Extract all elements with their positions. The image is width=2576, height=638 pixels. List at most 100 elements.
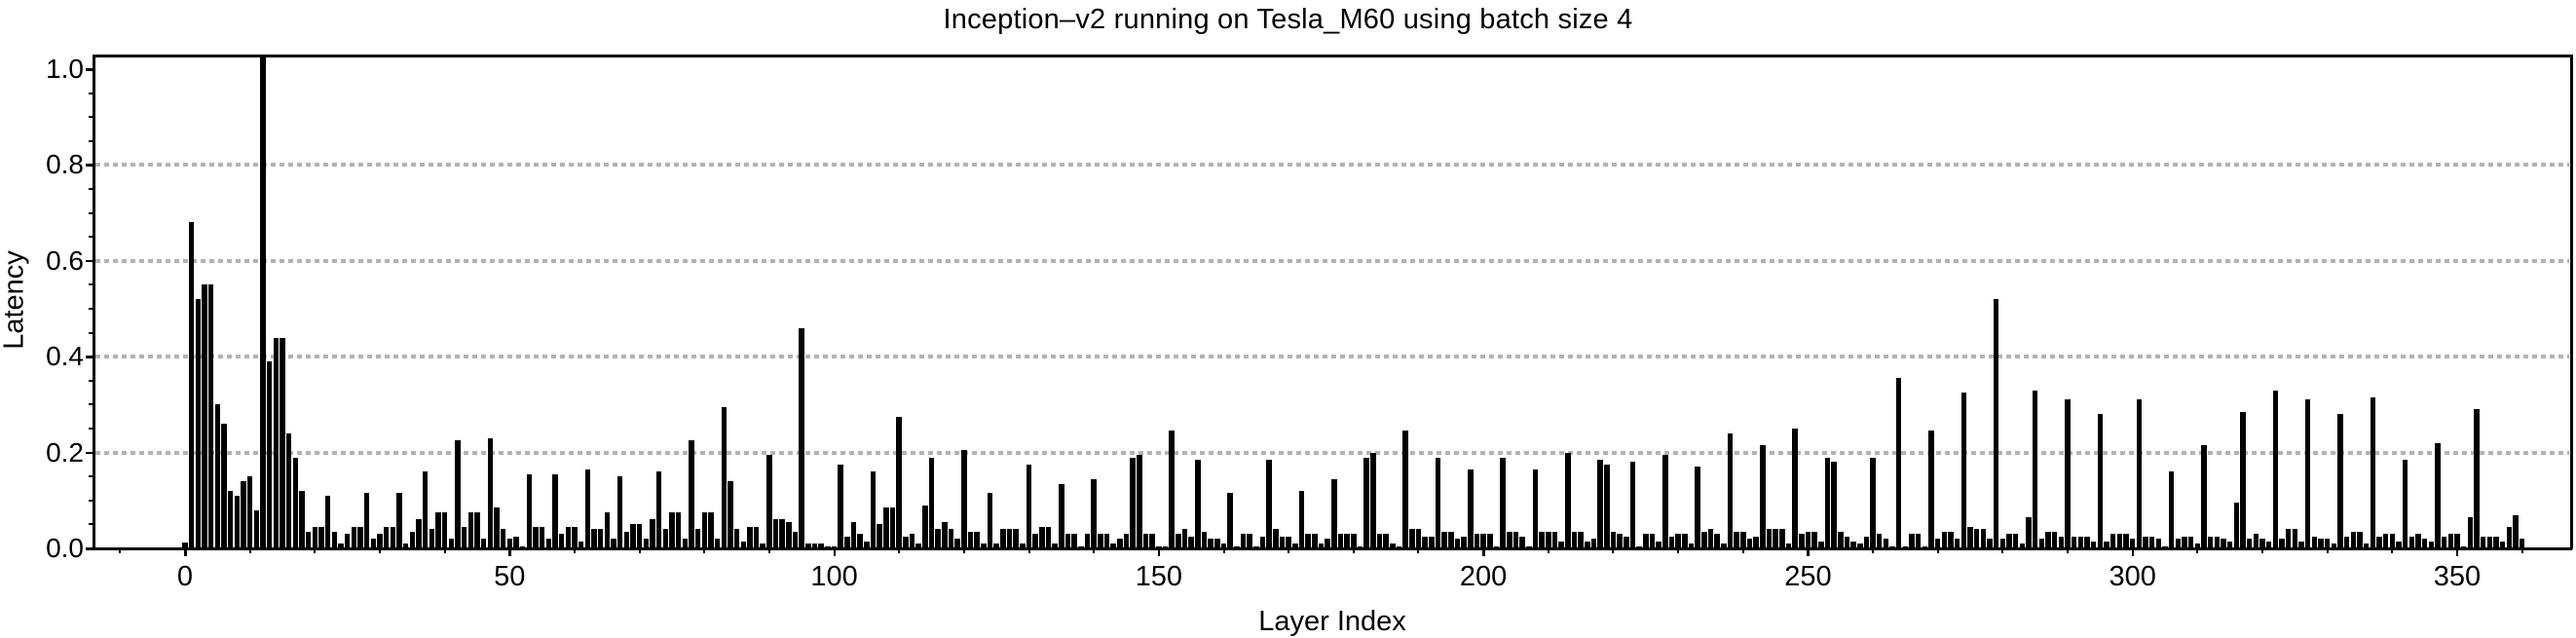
bar-layer-70 xyxy=(636,524,643,548)
x-minor-tick xyxy=(1417,548,1420,553)
bar-layer-42 xyxy=(455,440,461,548)
bar-layer-296 xyxy=(2104,542,2109,548)
bar-layer-51 xyxy=(513,537,519,548)
x-tick-label: 250 xyxy=(1784,561,1832,592)
bar-layer-62 xyxy=(584,469,591,548)
bar-layer-348 xyxy=(2441,537,2447,548)
bar-layer-102 xyxy=(844,537,850,548)
bar-layer-350 xyxy=(2454,534,2460,548)
bar-layer-115 xyxy=(928,458,935,548)
bar-layer-13 xyxy=(266,361,273,548)
bar-layer-5 xyxy=(214,404,221,548)
bar-layer-241 xyxy=(1746,539,1753,548)
bar-layer-140 xyxy=(1091,479,1097,548)
bar-layer-267 xyxy=(1915,534,1922,548)
y-minor-tick xyxy=(89,379,93,382)
x-minor-tick xyxy=(1352,548,1355,553)
bar-layer-143 xyxy=(1110,544,1116,548)
bar-layer-149 xyxy=(1149,534,1155,548)
x-minor-tick xyxy=(2196,548,2199,553)
bar-layer-248 xyxy=(1792,429,1798,548)
bar-layer-206 xyxy=(1519,537,1525,548)
bar-layer-16 xyxy=(285,433,292,548)
x-minor-tick xyxy=(898,548,901,553)
bar-layer-60 xyxy=(572,527,578,548)
bar-layer-278 xyxy=(1987,539,1993,548)
x-minor-tick xyxy=(119,548,122,553)
x-tick-label: 300 xyxy=(2109,561,2156,592)
x-minor-tick xyxy=(2391,548,2394,553)
bar-layer-123 xyxy=(981,544,987,548)
bar-layer-352 xyxy=(2467,517,2474,548)
bar-layer-242 xyxy=(1753,537,1759,548)
bar-layer-238 xyxy=(1727,433,1734,548)
bar-layer-85 xyxy=(733,529,740,548)
bar-layer-175 xyxy=(1318,544,1325,548)
bar-layer-178 xyxy=(1337,534,1344,548)
bar-layer-72 xyxy=(650,519,655,548)
bar-layer-163 xyxy=(1240,534,1247,548)
bar-layer-326 xyxy=(2298,542,2304,548)
bar-layer-71 xyxy=(643,539,649,548)
bar-layer-48 xyxy=(494,507,500,548)
bar-layer-253 xyxy=(1824,458,1831,548)
bar-layer-185 xyxy=(1383,534,1389,548)
bar-layer-172 xyxy=(1298,491,1305,548)
bar-layer-68 xyxy=(623,532,630,548)
x-minor-tick xyxy=(1677,548,1680,553)
bar-layer-119 xyxy=(954,539,960,548)
x-minor-tick xyxy=(962,548,965,553)
bar-layer-180 xyxy=(1351,534,1357,548)
bar-layer-96 xyxy=(805,544,811,548)
bar-layer-247 xyxy=(1785,544,1792,548)
bar-layer-193 xyxy=(1435,458,1441,548)
bar-layer-325 xyxy=(2292,529,2298,548)
bar-layer-39 xyxy=(435,512,441,548)
y-major-tick xyxy=(86,451,93,455)
bar-layer-108 xyxy=(883,507,889,548)
bar-layer-273 xyxy=(1954,539,1960,548)
bar-layer-130 xyxy=(1026,465,1032,548)
bar-layer-120 xyxy=(961,450,967,548)
bar-layer-349 xyxy=(2447,534,2454,548)
bar-layer-251 xyxy=(1811,532,1817,548)
bar-layer-279 xyxy=(1993,299,1999,548)
bar-layer-7 xyxy=(227,491,234,548)
bar-layer-157 xyxy=(1201,532,1208,548)
x-tick-label: 0 xyxy=(176,561,194,592)
bar-layer-126 xyxy=(1000,529,1006,548)
bar-layer-274 xyxy=(1960,393,1967,548)
bar-layer-322 xyxy=(2272,391,2279,548)
bar-layer-121 xyxy=(967,532,974,548)
bar-layer-103 xyxy=(850,522,857,548)
bar-layer-186 xyxy=(1390,544,1396,548)
x-minor-tick xyxy=(1288,548,1290,553)
bar-layer-262 xyxy=(1883,539,1889,548)
bar-layer-298 xyxy=(2116,534,2123,548)
bar-layer-358 xyxy=(2506,527,2513,548)
bar-layer-156 xyxy=(1195,460,1201,548)
bar-layer-264 xyxy=(1895,378,1902,548)
x-tick-label: 50 xyxy=(494,561,526,592)
bar-layer-46 xyxy=(480,539,487,548)
bar-layer-47 xyxy=(487,438,494,548)
x-axis-label: Layer Index xyxy=(1258,606,1406,637)
y-minor-tick xyxy=(89,139,93,142)
y-major-tick xyxy=(86,259,93,263)
bar-layer-34 xyxy=(402,544,409,548)
bar-layer-97 xyxy=(811,544,818,548)
bar-layer-359 xyxy=(2513,515,2519,548)
bar-layer-291 xyxy=(2071,537,2077,548)
bar-layer-312 xyxy=(2207,537,2214,548)
bar-layer-316 xyxy=(2233,503,2240,548)
bar-layer-355 xyxy=(2486,537,2493,548)
bar-layer-155 xyxy=(1188,537,1194,548)
bar-layer-220 xyxy=(1610,532,1617,548)
bar-layer-284 xyxy=(2026,517,2032,548)
bar-layer-188 xyxy=(1402,431,1408,548)
bar-layer-101 xyxy=(838,465,843,548)
y-minor-tick xyxy=(89,236,93,239)
x-minor-tick xyxy=(2261,548,2264,553)
bar-layer-333 xyxy=(2343,537,2350,548)
bar-layer-2 xyxy=(195,299,202,548)
